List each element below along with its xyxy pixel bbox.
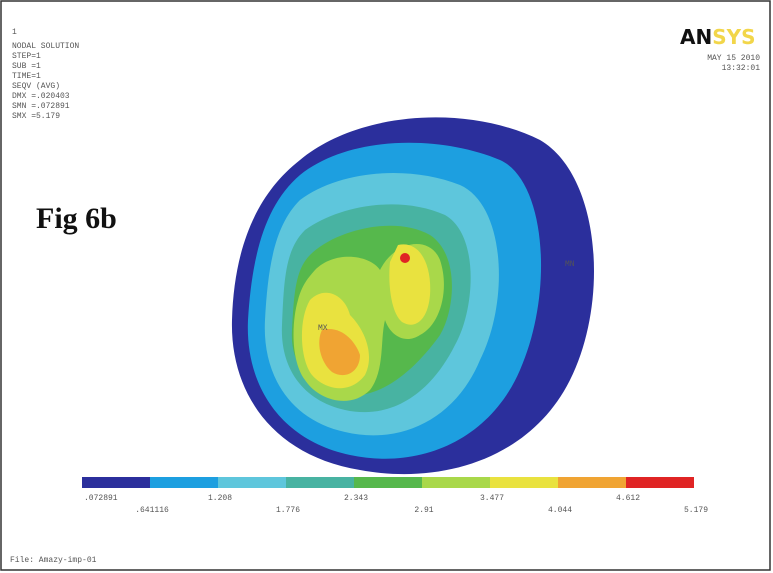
file-label: File: Amazy-imp-01 <box>10 556 97 565</box>
logo-light: SYS <box>712 25 755 49</box>
legend-label: .072891 <box>84 494 118 503</box>
legend-label: 1.208 <box>208 494 232 503</box>
legend-swatch <box>218 477 286 488</box>
header-line: SMN =.072891 <box>12 102 70 111</box>
logo: ANSYS <box>680 25 756 49</box>
legend-swatch <box>422 477 490 488</box>
legend-label: 2.343 <box>344 494 368 503</box>
legend-label: 5.179 <box>684 506 708 515</box>
legend-swatch <box>286 477 354 488</box>
legend-label: 2.91 <box>414 506 433 515</box>
legend: .072891 .641116 1.208 1.776 2.343 2.91 3.477 4.… <box>82 477 708 515</box>
figure-label: Fig 6b <box>36 202 117 235</box>
header-line: SMX =5.179 <box>12 112 60 121</box>
header-line: DMX =.020403 <box>12 92 70 101</box>
legend-swatch <box>150 477 218 488</box>
date: MAY 15 2010 <box>707 54 760 63</box>
legend-label: 3.477 <box>480 494 504 503</box>
legend-label: 4.612 <box>616 494 640 503</box>
max-annotation: MX <box>318 324 328 333</box>
contour-plot: MN MX <box>231 117 594 475</box>
legend-swatch <box>626 477 694 488</box>
legend-swatch <box>490 477 558 488</box>
legend-swatch <box>558 477 626 488</box>
header-line: SEQV (AVG) <box>12 82 60 91</box>
legend-swatch <box>82 477 150 488</box>
header-line: TIME=1 <box>12 72 41 81</box>
legend-label: .641116 <box>135 506 169 515</box>
logo-dark: AN <box>680 25 712 49</box>
min-annotation: MN <box>565 260 575 269</box>
header-line: STEP=1 <box>12 52 41 61</box>
region <box>400 253 410 263</box>
region <box>389 244 431 325</box>
header-line: NODAL SOLUTION <box>12 42 79 51</box>
legend-swatch <box>354 477 422 488</box>
legend-label: 4.044 <box>548 506 572 515</box>
time: 13:32:01 <box>722 64 761 73</box>
corner-mark: 1 <box>12 28 17 37</box>
legend-label: 1.776 <box>276 506 300 515</box>
header-line: SUB =1 <box>12 62 41 71</box>
region <box>319 329 360 376</box>
